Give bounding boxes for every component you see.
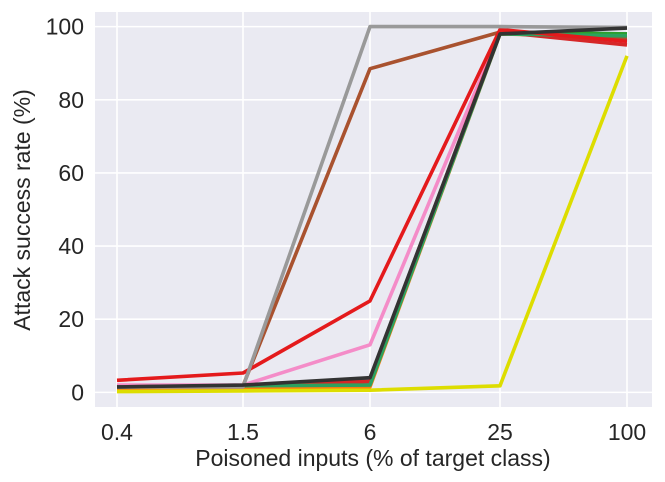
y-tick-label: 0 — [71, 379, 84, 405]
plot-area — [95, 12, 652, 407]
x-tick-label: 100 — [608, 419, 646, 445]
y-tick-label: 100 — [46, 14, 84, 40]
y-tick-label: 20 — [58, 306, 84, 332]
x-tick-label: 0.4 — [101, 419, 133, 445]
y-axis-label: Attack success rate (%) — [9, 89, 35, 331]
y-tick-label: 60 — [58, 160, 84, 186]
series-line — [116, 55, 629, 394]
x-axis-label: Poisoned inputs (% of target class) — [195, 445, 550, 471]
series-line — [116, 26, 628, 389]
x-tick-label: 6 — [364, 419, 377, 445]
series-layer — [116, 24, 629, 394]
y-tick-label: 80 — [58, 87, 84, 113]
y-tick-label: 40 — [58, 233, 84, 259]
tick-layer: 0.4 1.5 6 25 100 0 20 40 60 80 100 — [46, 14, 647, 445]
x-tick-label: 25 — [487, 419, 513, 445]
x-tick-label: 1.5 — [227, 419, 259, 445]
